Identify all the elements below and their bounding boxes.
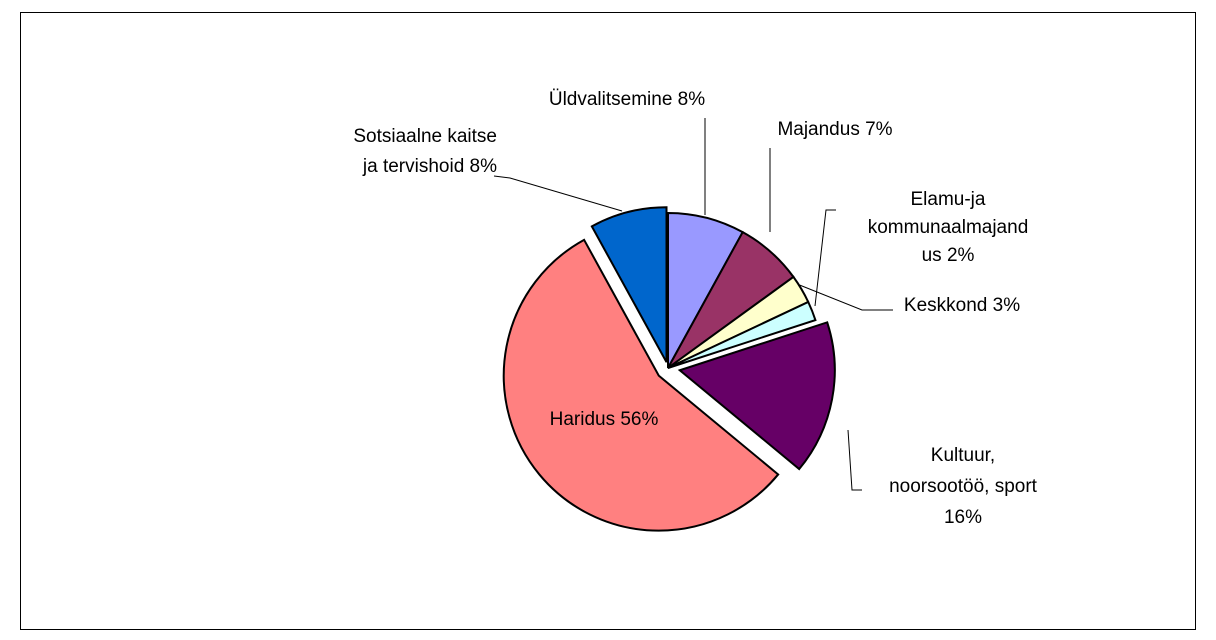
- data-label: Sotsiaalne kaitse ja tervishoid 8%: [353, 126, 497, 177]
- pie-slice: [667, 300, 817, 369]
- data-label-line: 16%: [944, 507, 982, 528]
- leader-line: [796, 283, 893, 311]
- data-label-line: Sotsiaalne kaitse: [353, 126, 497, 147]
- data-label: Majandus 7%: [777, 119, 892, 140]
- data-label: Haridus 56%: [550, 409, 659, 430]
- data-label-line: Majandus 7%: [777, 119, 892, 140]
- data-label-line: noorsootöö, sport: [889, 476, 1038, 497]
- data-label-line: Kultuur,: [931, 445, 995, 466]
- data-label: Üldvalitsemine 8%: [549, 89, 705, 110]
- data-label: Elamu-ja kommunaalmajand us 2%: [868, 189, 1029, 266]
- pie-slice: [590, 206, 668, 363]
- pie-slice: [677, 321, 836, 471]
- leader-line: [814, 209, 836, 307]
- pie-slice: [502, 238, 780, 532]
- data-label-line: Elamu-ja: [911, 189, 986, 210]
- data-label-line: us 2%: [922, 245, 975, 266]
- data-label-line: Keskkond 3%: [904, 295, 1020, 316]
- data-label: Kultuur, noorsootöö, sport 16%: [889, 445, 1038, 528]
- leader-line: [847, 429, 862, 491]
- data-label-line: Haridus 56%: [550, 409, 659, 430]
- data-label-line: ja tervishoid 8%: [362, 156, 497, 177]
- data-label-line: kommunaalmajand: [868, 217, 1029, 238]
- data-label: Keskkond 3%: [904, 295, 1020, 316]
- data-label-line: Üldvalitsemine 8%: [549, 89, 705, 110]
- leader-line: [493, 175, 623, 212]
